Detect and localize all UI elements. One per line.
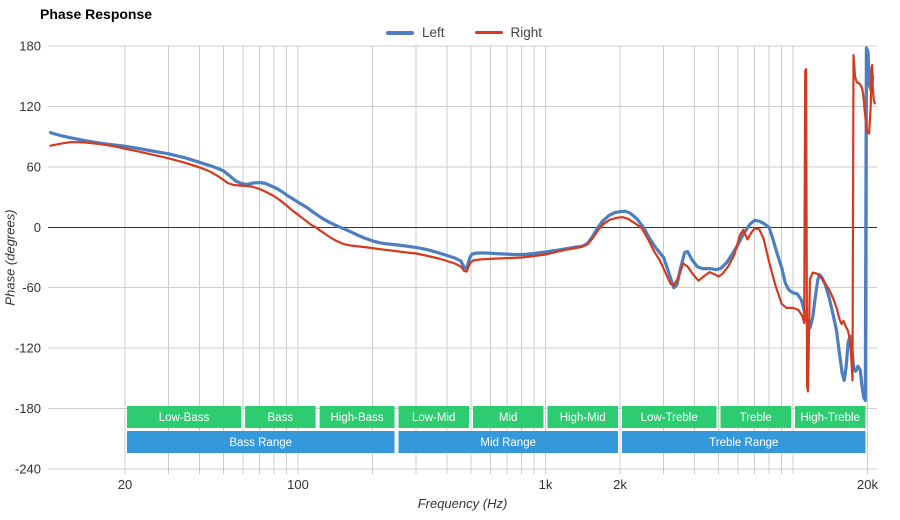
band-bar-label: Low-Bass [159, 412, 210, 424]
band-bar-label: High-Bass [330, 412, 383, 424]
series-line-right[interactable] [49, 53, 876, 393]
band-bar [622, 406, 717, 428]
range-bar [622, 431, 866, 453]
band-bar-label: Mid [499, 412, 518, 424]
legend-label: Right [510, 25, 543, 40]
band-bar-label: Bass [268, 412, 294, 424]
legend-swatch-right [474, 31, 503, 34]
y-tick-label: 180 [19, 39, 41, 54]
x-tick-label: 2k [613, 477, 627, 492]
y-tick-label: 120 [19, 99, 41, 114]
legend: Left Right [14, 25, 900, 40]
x-tick-label: 20 [118, 477, 132, 492]
x-axis-title: Frequency (Hz) [417, 496, 508, 511]
chart-title: Phase Response [40, 6, 153, 22]
x-tick-label: 1k [539, 477, 553, 492]
band-bar [127, 406, 242, 428]
y-tick-label: -240 [15, 462, 41, 477]
y-tick-label: -180 [15, 401, 41, 416]
band-bar [720, 406, 791, 428]
band-bar [319, 406, 395, 428]
legend-swatch-left [385, 30, 414, 35]
range-bar-label: Treble Range [709, 437, 778, 449]
range-bar-label: Bass Range [229, 437, 292, 449]
plot-area[interactable] [48, 46, 877, 469]
band-bar [547, 406, 618, 428]
band-bar [245, 406, 316, 428]
range-bar [398, 431, 618, 453]
range-bar-label: Mid Range [480, 437, 536, 449]
legend-item-right[interactable]: Right [474, 25, 543, 40]
band-bar-label: High-Mid [560, 412, 606, 424]
range-bar [127, 431, 395, 453]
y-axis-title: Phase (degrees) [2, 209, 18, 306]
y-tick-label: -120 [15, 341, 41, 356]
y-tick-label: -60 [22, 280, 41, 295]
x-tick-label: 20k [857, 477, 878, 492]
legend-label: Left [421, 25, 445, 40]
y-tick-label: 0 [34, 220, 41, 235]
legend-item-left[interactable]: Left [385, 25, 445, 40]
band-bar [795, 406, 866, 428]
band-bar-label: High-Treble [800, 412, 860, 424]
band-bar [398, 406, 469, 428]
band-bar-label: Low-Treble [641, 412, 698, 424]
y-tick-label: 60 [27, 159, 41, 174]
band-bar [473, 406, 544, 428]
x-tick-label: 100 [287, 477, 309, 492]
band-bar-label: Treble [740, 412, 772, 424]
band-bar-label: Low-Mid [412, 412, 455, 424]
